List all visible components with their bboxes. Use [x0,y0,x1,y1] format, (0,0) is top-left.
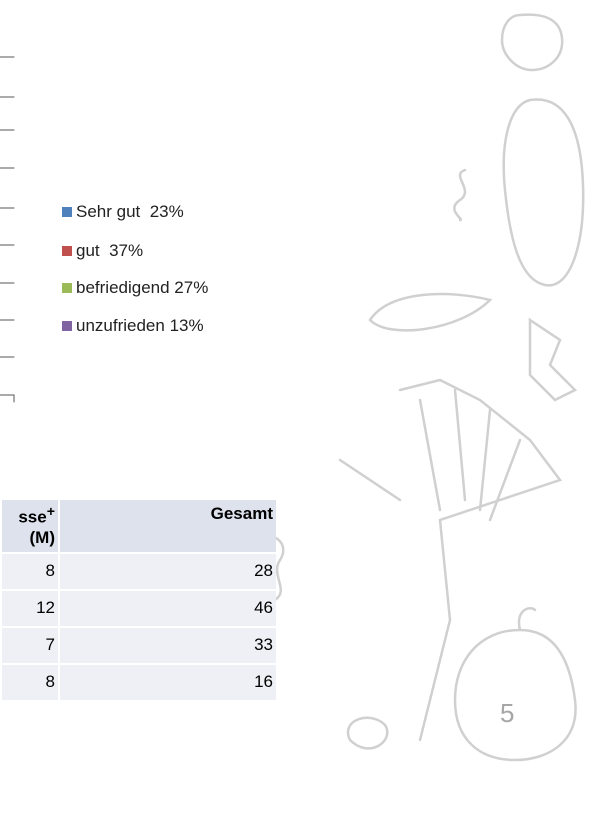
legend-swatch [62,321,72,331]
table-row: 8 28 [0,552,276,591]
legend-label: gut 37% [76,241,144,260]
header-sup: + [46,504,55,520]
header-text: (M) [29,527,55,547]
legend-label: unzufrieden 13% [76,316,204,335]
table-cell: 16 [58,663,276,702]
table-row: 8 16 [0,663,276,702]
header-cell: sse+ (M) [0,500,59,554]
table-cell: 8 [0,552,59,591]
legend-swatch [62,207,72,217]
table-cell: 7 [0,626,59,665]
table: sse+ (M) Gesamt 8 28 12 46 7 33 8 16 [0,500,276,702]
table-cell: 28 [58,552,276,591]
table-cell: 33 [58,626,276,665]
legend-label: Sehr gut 23% [76,202,184,221]
table-cell: 12 [0,589,59,628]
table-row: 7 33 [0,626,276,665]
legend-swatch [62,246,72,256]
table-cell: 46 [58,589,276,628]
header-text: sse [18,507,47,527]
page-number: 5 [500,698,515,728]
legend-item: Sehr gut 23% [62,202,184,222]
header-text: Gesamt [210,504,273,523]
legend-item: befriedigend 27% [62,278,208,298]
legend-label: befriedigend 27% [76,278,209,297]
table-row: 12 46 [0,589,276,628]
table-cell: 8 [0,663,59,702]
legend-item: gut 37% [62,241,143,261]
legend-item: unzufrieden 13% [62,316,204,336]
header-cell: Gesamt [58,500,276,554]
legend-swatch [62,283,72,293]
